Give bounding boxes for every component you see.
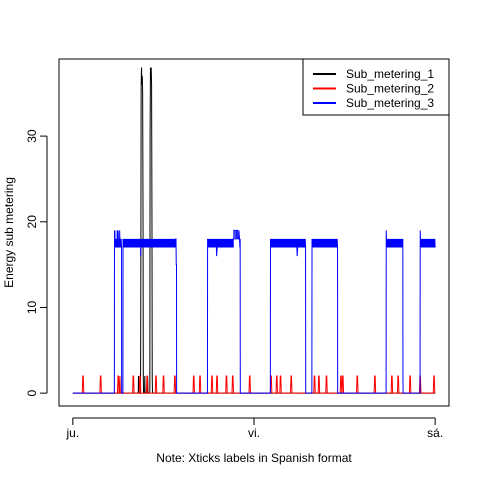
x-tick-label: ju. bbox=[65, 426, 79, 440]
series-line-1 bbox=[72, 67, 436, 394]
y-tick-label: 30 bbox=[25, 129, 39, 143]
series-layer bbox=[72, 67, 436, 394]
y-tick-label: 0 bbox=[25, 389, 39, 396]
legend: Sub_metering_1Sub_metering_2Sub_metering… bbox=[302, 58, 450, 116]
plot-frame bbox=[58, 58, 450, 407]
x-tick-label: vi. bbox=[248, 426, 260, 440]
x-axis-label: Note: Xticks labels in Spanish format bbox=[156, 451, 352, 465]
x-tick-label: sá. bbox=[427, 426, 443, 440]
y-axis: 0 10 20 30 bbox=[25, 129, 48, 396]
series-line-3 bbox=[72, 229, 436, 394]
x-axis: ju. vi. sá. bbox=[65, 417, 443, 440]
y-tick-label: 10 bbox=[25, 300, 39, 314]
y-tick-label: 20 bbox=[25, 215, 39, 229]
legend-label: Sub_metering_2 bbox=[346, 82, 434, 96]
legend-box bbox=[302, 58, 450, 116]
y-axis-label: Energy sub metering bbox=[2, 177, 16, 288]
legend-label: Sub_metering_3 bbox=[346, 96, 434, 110]
legend-label: Sub_metering_1 bbox=[346, 67, 434, 81]
series-line-2 bbox=[72, 375, 436, 394]
